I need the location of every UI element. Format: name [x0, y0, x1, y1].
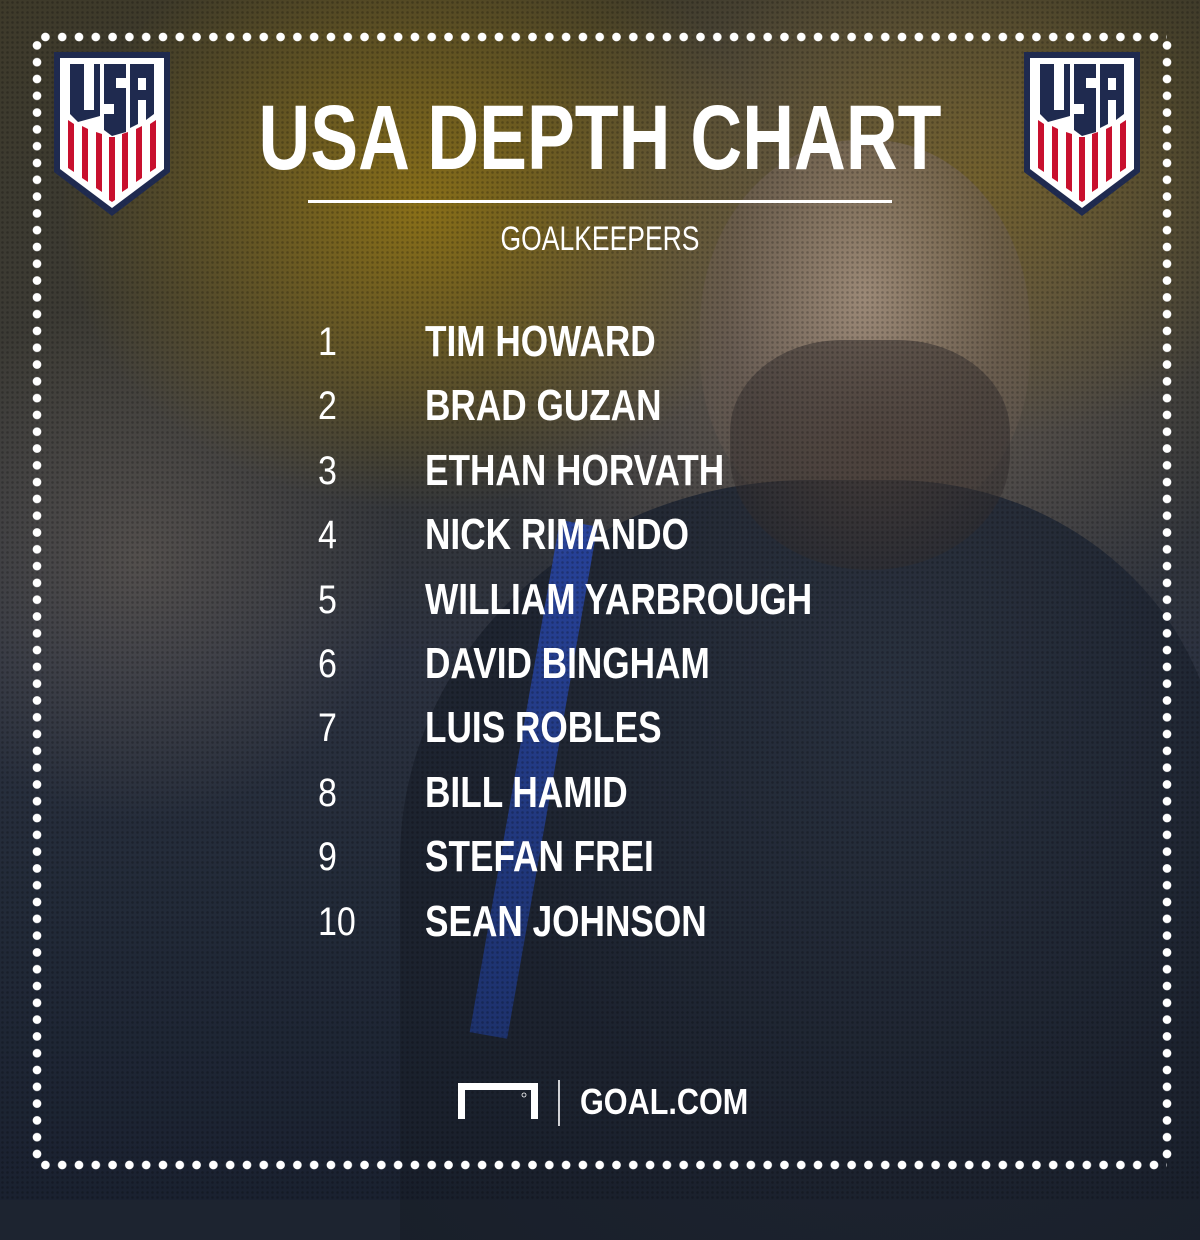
position-subtitle: GOALKEEPERS — [500, 220, 700, 258]
brand-name: GOAL.COM — [580, 1081, 749, 1122]
rank-number: 6 — [318, 641, 337, 686]
player-name: WILLIAM YARBROUGH — [425, 574, 813, 624]
dotted-border — [32, 32, 1172, 1170]
rank-number: 1 — [318, 320, 337, 364]
rank-number: 3 — [318, 448, 337, 493]
usa-crest-icon — [1024, 52, 1140, 216]
goal-brand-logo: GOAL.COM — [458, 1080, 758, 1126]
player-name: SEAN JOHNSON — [425, 896, 707, 946]
brand-divider — [558, 1080, 560, 1126]
usa-crest-icon-left — [50, 48, 174, 220]
border-bottom — [37, 1160, 1167, 1170]
rank-number: 5 — [318, 577, 337, 622]
rank-number: 2 — [318, 384, 337, 429]
title-divider — [308, 200, 892, 203]
player-name: ETHAN HORVATH — [425, 445, 725, 495]
border-right — [1162, 37, 1172, 1165]
usa-crest-icon-right — [1020, 48, 1144, 220]
rank-number: 7 — [318, 706, 337, 751]
player-name: BRAD GUZAN — [425, 381, 662, 431]
player-name: LUIS ROBLES — [425, 703, 662, 753]
player-name: DAVID BINGHAM — [425, 638, 710, 688]
rank-number: 4 — [318, 513, 337, 558]
usa-crest-icon — [54, 52, 170, 216]
player-name: STEFAN FREI — [425, 832, 654, 882]
player-name: TIM HOWARD — [425, 317, 656, 366]
page-title: USA DEPTH CHART — [258, 87, 942, 189]
border-left — [32, 37, 42, 1165]
rank-number: 10 — [318, 899, 356, 944]
player-name: NICK RIMANDO — [425, 510, 689, 560]
player-beard — [730, 340, 1010, 570]
goal-post-icon — [458, 1083, 538, 1119]
player-name: BILL HAMID — [425, 767, 628, 817]
rank-number: 8 — [318, 770, 337, 815]
border-top — [37, 32, 1167, 42]
rank-number: 9 — [318, 835, 337, 880]
